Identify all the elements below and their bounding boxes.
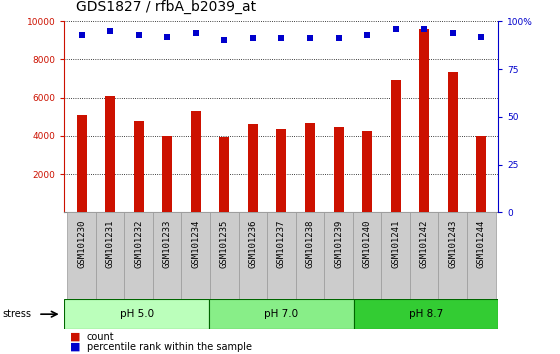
Bar	[334, 127, 343, 212]
Text: GSM101239: GSM101239	[334, 219, 343, 268]
Text: GSM101235: GSM101235	[220, 219, 229, 268]
Text: percentile rank within the sample: percentile rank within the sample	[87, 342, 252, 352]
Bar	[296, 212, 324, 299]
Text: GSM101236: GSM101236	[248, 219, 258, 268]
Bar	[267, 212, 296, 299]
Bar	[64, 299, 209, 329]
Text: pH 8.7: pH 8.7	[409, 309, 443, 319]
Text: stress: stress	[3, 309, 32, 319]
Point	[220, 38, 229, 43]
Bar	[354, 299, 498, 329]
Text: GSM101242: GSM101242	[419, 219, 428, 268]
Text: GSM101232: GSM101232	[134, 219, 143, 268]
Point	[249, 36, 258, 41]
Point	[305, 36, 314, 41]
Bar	[277, 129, 286, 212]
Text: GSM101231: GSM101231	[106, 219, 115, 268]
Bar	[239, 212, 267, 299]
Text: GSM101233: GSM101233	[163, 219, 172, 268]
Bar	[447, 72, 458, 212]
Text: GSM101238: GSM101238	[305, 219, 315, 268]
Point	[192, 30, 200, 35]
Bar	[105, 96, 115, 212]
Bar	[77, 115, 87, 212]
Bar	[210, 212, 239, 299]
Text: pH 7.0: pH 7.0	[264, 309, 298, 319]
Bar	[391, 80, 400, 212]
Point	[448, 30, 457, 35]
Text: ■: ■	[70, 342, 81, 352]
Text: GSM101237: GSM101237	[277, 219, 286, 268]
Bar	[96, 212, 124, 299]
Bar	[134, 121, 143, 212]
Bar	[209, 299, 354, 329]
Bar	[248, 125, 258, 212]
Point	[419, 26, 428, 32]
Text: GDS1827 / rfbA_b2039_at: GDS1827 / rfbA_b2039_at	[76, 0, 256, 14]
Point	[334, 36, 343, 41]
Bar	[220, 137, 229, 212]
Bar	[476, 136, 486, 212]
Bar	[438, 212, 467, 299]
Bar	[162, 136, 172, 212]
Bar	[305, 122, 315, 212]
Bar	[153, 212, 181, 299]
Point	[391, 26, 400, 32]
Text: GSM101230: GSM101230	[77, 219, 86, 268]
Bar	[467, 212, 496, 299]
Text: GSM101243: GSM101243	[448, 219, 457, 268]
Bar	[353, 212, 381, 299]
Text: count: count	[87, 332, 114, 342]
Point	[106, 28, 115, 34]
Text: GSM101244: GSM101244	[477, 219, 486, 268]
Point	[477, 34, 486, 39]
Point	[362, 32, 371, 38]
Bar	[191, 111, 200, 212]
Bar	[381, 212, 410, 299]
Point	[134, 32, 143, 38]
Bar	[324, 212, 353, 299]
Bar	[362, 131, 372, 212]
Bar	[419, 29, 429, 212]
Bar	[181, 212, 210, 299]
Text: ■: ■	[70, 332, 81, 342]
Bar	[67, 212, 96, 299]
Text: GSM101240: GSM101240	[362, 219, 371, 268]
Bar	[410, 212, 438, 299]
Point	[163, 34, 172, 39]
Text: pH 5.0: pH 5.0	[120, 309, 154, 319]
Point	[277, 36, 286, 41]
Text: GSM101241: GSM101241	[391, 219, 400, 268]
Point	[77, 32, 86, 38]
Bar	[124, 212, 153, 299]
Text: GSM101234: GSM101234	[192, 219, 200, 268]
